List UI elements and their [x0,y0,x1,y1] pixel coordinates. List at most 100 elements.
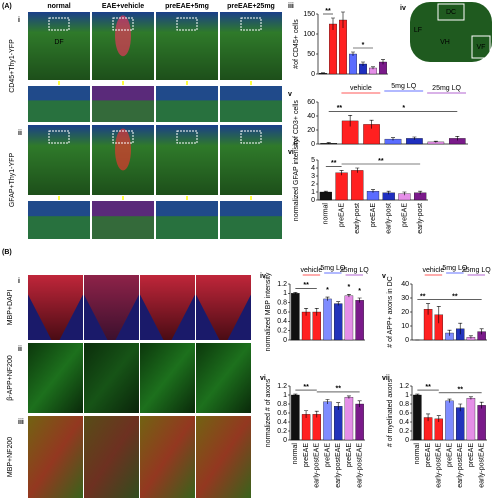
y-tick-label: 4 [311,165,315,172]
y-tick-label: 1 [283,290,287,297]
group-label: vehicle [423,267,445,274]
y-axis-label: #of CD45+ cells [293,19,300,69]
y-tick-label: 0.2 [277,428,287,435]
group-label: 25mg LQ [340,267,369,274]
error-bar [357,400,362,408]
error-bar [418,190,423,195]
roi-box [48,17,70,31]
error-bar [339,170,344,176]
significance-mark: * [348,284,351,291]
bar [301,414,311,441]
panel-numeral: v [288,91,292,98]
bar [323,298,332,341]
error-bar [293,393,298,396]
bar [291,293,300,341]
y-tick-label: 0.4 [277,419,287,426]
y-tick-label: 1.2 [277,383,287,390]
x-tick-label: early-post [354,203,361,234]
significance-mark: * [326,287,329,294]
y-tick-label: 40 [307,113,315,120]
roi-box [48,130,70,144]
error-bar [325,399,330,404]
micrograph-tissue [196,416,251,498]
micrograph [156,12,218,80]
x-tick-label: normal [292,443,299,465]
bar [312,311,322,341]
error-bar [323,190,328,193]
x-tick-label: preEAE [446,443,453,467]
micrograph-tissue [84,416,139,498]
error-bar [447,329,452,336]
y-tick-label: 3 [311,173,315,180]
column-header: preEAE+25mg [227,3,275,10]
significance-mark: ** [425,384,431,391]
micrograph [28,125,90,195]
y-tick-label: 30 [401,295,409,302]
error-bar [346,395,351,399]
group-label: vehicle [350,85,372,92]
error-bar [314,410,319,418]
y-axis-label: normalized # of axons [265,378,272,447]
y-tick-label: 1 [283,392,287,399]
error-bar [468,396,473,400]
significance-mark: ** [331,160,337,167]
micrograph-zoom-tissue [156,100,218,122]
bar [333,303,343,341]
error-bar [458,322,463,335]
error-bar [336,301,341,306]
micrograph-zoom-tissue [28,100,90,122]
bar [355,300,364,341]
micrograph-tissue [28,416,83,498]
y-axis-label: # of APP+ axons in DC [387,276,394,347]
y-tick-label: 0.6 [277,410,287,417]
bar [312,414,322,441]
x-tick-label: preEAE [468,443,475,467]
error-bar [458,403,463,412]
panel-numeral: v [382,273,386,280]
y-tick-label: 0 [311,197,315,204]
error-bar [341,11,345,28]
bar [445,400,454,441]
region-label: VH [440,39,450,46]
error-bar [479,401,484,409]
y-tick-label: 1.2 [277,281,287,288]
region-label: LF [414,27,422,34]
lesion [115,128,131,171]
x-tick-label: early-postEAE [457,443,464,488]
row-numeral: iii [18,419,24,426]
error-bar [304,307,309,316]
significance-mark: ** [303,282,309,289]
group-label: 5mg LQ [442,265,467,272]
error-bar [468,335,473,339]
error-bar [331,17,335,30]
panel-numeral: vi [288,149,294,156]
y-tick-label: 100 [303,31,315,38]
bar [344,397,354,441]
x-tick-label: preEAE [346,443,353,467]
error-bar [415,393,420,396]
y-tick-label: 5 [311,157,315,164]
panel-label: (B) [2,249,12,256]
bar [329,23,337,75]
micrograph-tissue [84,275,139,340]
y-tick-label: 0.2 [399,428,409,435]
significance-mark: ** [378,158,384,165]
y-tick-label: 60 [307,99,315,106]
y-tick-label: 0 [311,71,315,78]
x-tick-label: normal [414,443,421,465]
y-axis-label: normalized GFAP intensity [293,138,300,221]
bar [319,191,332,201]
group-label: vehicle [301,267,323,274]
error-bar [386,190,391,195]
row-label: GFAP+Thy1-YFP [9,153,16,208]
error-bar [412,136,417,140]
roi-box [112,17,134,31]
y-tick-label: 0.2 [277,328,287,335]
error-bar [293,292,298,295]
y-tick-label: 2 [311,181,315,188]
x-tick-label: preEAE [401,203,408,227]
error-bar [355,167,360,173]
y-tick-label: 1 [405,392,409,399]
error-bar [326,142,331,144]
